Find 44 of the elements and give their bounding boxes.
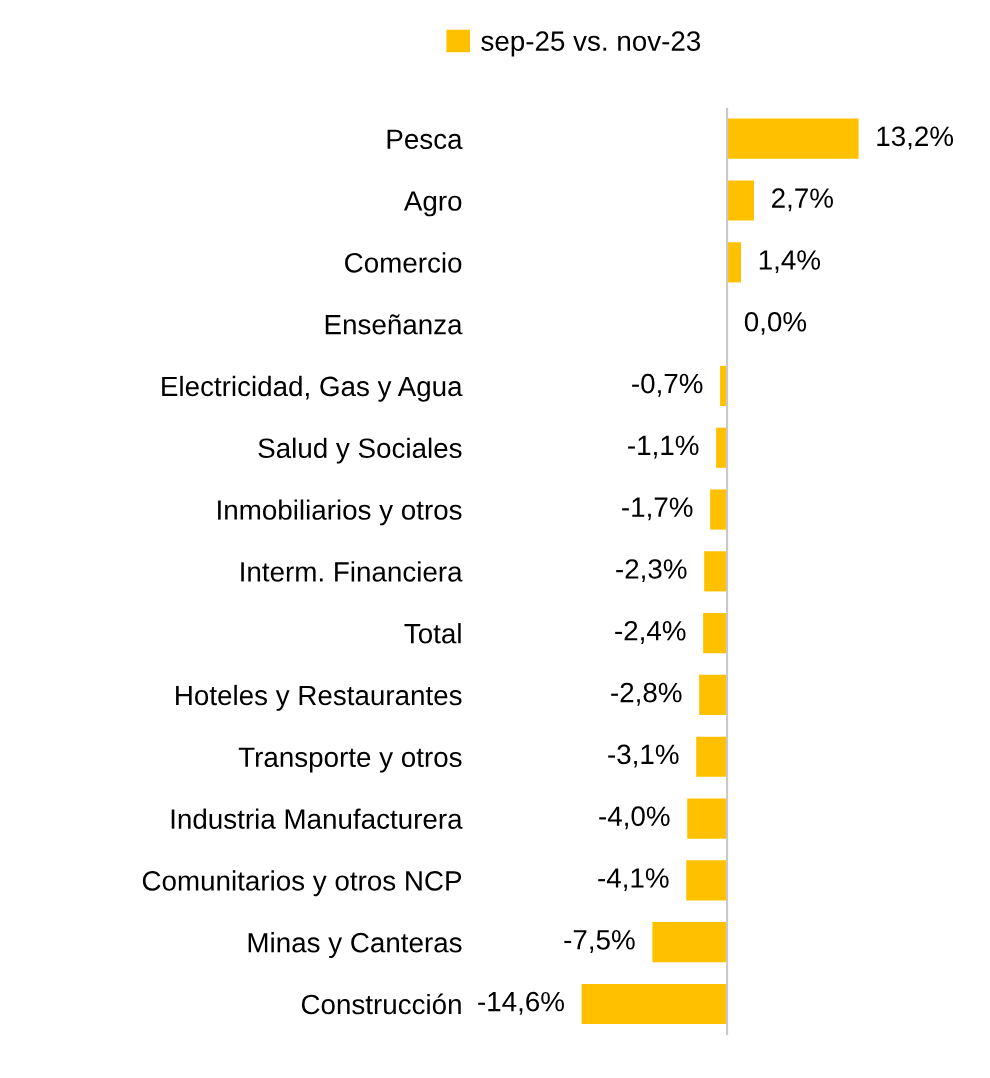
data-label: -4,1%: [598, 868, 669, 892]
y-tick-label: Pesca: [387, 129, 463, 150]
y-tick-label: Enseñanza: [325, 314, 463, 335]
data-label: -2,3%: [616, 559, 687, 583]
y-tick-label: Construcción: [301, 993, 461, 1015]
bar: [710, 489, 728, 530]
y-tick-label: Agro: [403, 191, 462, 217]
data-label: -14,6%: [478, 991, 564, 1015]
data-label: -3,1%: [608, 744, 679, 768]
data-label: -1,1%: [628, 435, 699, 459]
y-tick-label: Industria Manufacturera: [171, 808, 463, 829]
bar: [727, 118, 859, 159]
y-tick-label: Salud y Sociales: [258, 437, 462, 464]
legend-label: sep-25 vs. nov-23: [481, 31, 701, 57]
bar: [727, 180, 754, 221]
bar: [716, 427, 728, 468]
data-label: 2,7%: [772, 188, 833, 212]
bar: [581, 983, 728, 1025]
y-tick-label: Comunitarios y otros NCP: [142, 870, 462, 897]
y-tick-label: Minas y Canteras: [248, 932, 462, 958]
bar: [727, 242, 742, 283]
y-tick-label: Total: [404, 623, 461, 644]
bar: [687, 798, 728, 839]
bar: [652, 922, 728, 963]
data-label: 0,0%: [744, 311, 807, 335]
y-tick-label: Hoteles y Restaurantes: [176, 684, 462, 711]
bar: [686, 860, 728, 901]
bar: [704, 551, 728, 592]
data-label: -0,7%: [632, 373, 703, 397]
bar: [703, 613, 728, 654]
bar: [696, 736, 728, 777]
data-label: -1,7%: [622, 497, 693, 521]
data-label: 13,2%: [877, 126, 954, 150]
bar: [699, 674, 728, 716]
data-label: -2,4%: [615, 620, 686, 644]
data-label: -4,0%: [599, 806, 670, 830]
y-tick-label: Comercio: [345, 252, 462, 273]
y-tick-label: Transporte y otros: [238, 747, 462, 773]
y-tick-label: Interm. Financiera: [241, 561, 463, 582]
data-label: -7,5%: [564, 930, 635, 953]
y-tick-label: Inmobiliarios y otros: [218, 499, 462, 526]
data-label: -2,8%: [611, 682, 682, 706]
y-tick-label: Electricidad, Gas y Agua: [162, 375, 463, 402]
data-label: 1,4%: [759, 250, 821, 274]
